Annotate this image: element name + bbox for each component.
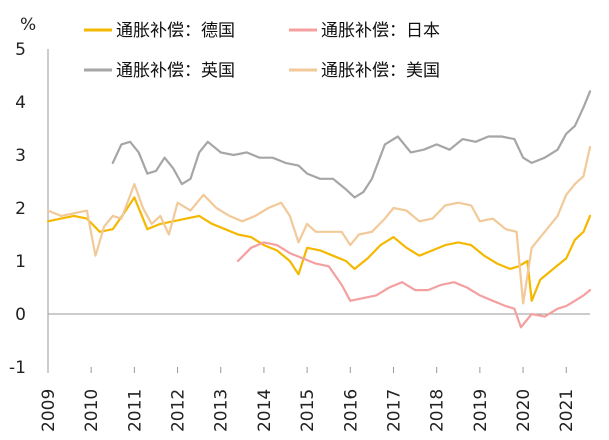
legend-label: 通胀补偿：美国: [321, 61, 440, 81]
x-tick-label: 2009: [39, 389, 59, 432]
series-line-2: [111, 90, 592, 199]
y-axis: -1 0 1 2 3 4 5: [9, 40, 49, 378]
y-tick-label: 0: [15, 305, 26, 325]
x-tick-label: 2012: [169, 389, 189, 432]
x-tick-label: 2021: [557, 389, 577, 432]
x-tick-label: 2014: [255, 389, 275, 432]
legend-label: 通胀补偿：德国: [116, 21, 235, 41]
legend-label: 通胀补偿：英国: [116, 61, 235, 81]
x-tick-label: 2019: [471, 389, 491, 432]
legend-label: 通胀补偿：日本: [321, 21, 440, 41]
x-tick-label: 2013: [212, 389, 232, 432]
y-tick-label: 4: [15, 93, 26, 113]
series-line-1: [236, 241, 592, 329]
series-line-3: [46, 145, 592, 305]
x-tick-label: 2018: [428, 389, 448, 432]
y-tick-label: 5: [15, 40, 26, 60]
plot-area: [46, 90, 592, 329]
x-tick-label: 2015: [298, 389, 318, 432]
y-tick-label: 2: [15, 199, 26, 219]
series-line-0: [46, 196, 592, 302]
y-tick-label: -1: [9, 358, 26, 378]
y-tick-label: 1: [15, 252, 26, 272]
y-tick-label: 3: [15, 146, 26, 166]
x-tick-label: 2017: [384, 389, 404, 432]
x-tick-label: 2011: [125, 389, 145, 432]
x-axis: 2009 2010 2011 2012 2013 2014 2015 2016 2017 2018…: [39, 313, 590, 432]
x-tick-label: 2016: [341, 389, 361, 432]
x-tick-label: 2020: [514, 389, 534, 432]
y-axis-unit-label: %: [20, 15, 36, 35]
x-tick-label: 2010: [82, 389, 102, 432]
